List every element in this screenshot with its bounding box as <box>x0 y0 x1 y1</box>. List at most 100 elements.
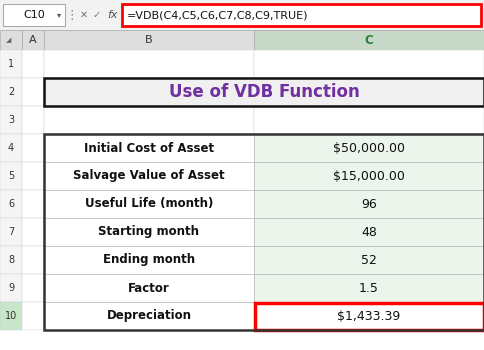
Bar <box>44 162 254 190</box>
Bar <box>255 302 484 329</box>
Bar <box>44 218 254 246</box>
Bar <box>0 0 484 30</box>
Bar <box>44 246 254 274</box>
Text: ⋮: ⋮ <box>66 8 78 21</box>
Text: $15,000.00: $15,000.00 <box>333 169 405 182</box>
Text: Salvage Value of Asset: Salvage Value of Asset <box>73 169 225 182</box>
Bar <box>0 78 22 106</box>
Text: 8: 8 <box>8 255 14 265</box>
Text: Initial Cost of Asset: Initial Cost of Asset <box>84 141 214 154</box>
Text: Useful Life (month): Useful Life (month) <box>85 197 213 210</box>
Bar <box>0 190 22 218</box>
Bar <box>254 190 484 218</box>
Bar <box>254 50 484 78</box>
Bar <box>254 106 484 134</box>
Text: 1.5: 1.5 <box>359 281 379 294</box>
Bar <box>0 162 22 190</box>
Bar <box>22 246 44 274</box>
Bar <box>254 302 484 330</box>
Bar <box>22 162 44 190</box>
Bar <box>44 50 254 78</box>
Bar <box>254 190 484 218</box>
Text: 10: 10 <box>5 311 17 321</box>
Bar <box>22 134 44 162</box>
Bar <box>44 134 254 162</box>
Bar <box>254 134 484 162</box>
Bar <box>22 50 44 78</box>
Bar <box>44 78 254 106</box>
Text: Use of VDB Function: Use of VDB Function <box>168 83 360 101</box>
Bar <box>254 78 484 106</box>
Bar <box>44 302 254 330</box>
Bar <box>44 190 254 218</box>
Text: $50,000.00: $50,000.00 <box>333 141 405 154</box>
Bar <box>254 134 484 162</box>
Bar <box>44 274 254 302</box>
Text: $1,433.39: $1,433.39 <box>337 309 401 322</box>
Bar <box>0 246 22 274</box>
Bar <box>0 218 22 246</box>
Bar <box>44 106 254 134</box>
Bar <box>44 218 254 246</box>
Text: B: B <box>145 35 153 45</box>
Bar <box>0 50 22 78</box>
Text: C10: C10 <box>23 10 45 20</box>
Text: ✕: ✕ <box>80 10 88 20</box>
Text: ▾: ▾ <box>57 10 61 20</box>
Text: 96: 96 <box>361 197 377 210</box>
Bar <box>254 30 484 50</box>
Text: 7: 7 <box>8 227 14 237</box>
Bar <box>254 302 484 330</box>
Bar <box>22 190 44 218</box>
Bar <box>0 302 22 330</box>
Text: 9: 9 <box>8 283 14 293</box>
Bar <box>44 30 254 50</box>
Bar <box>22 30 44 50</box>
Bar <box>44 246 254 274</box>
Text: Starting month: Starting month <box>99 225 199 238</box>
Bar <box>254 218 484 246</box>
Bar <box>0 274 22 302</box>
Text: 1: 1 <box>8 59 14 69</box>
Bar <box>254 246 484 274</box>
Bar <box>22 302 44 330</box>
Bar <box>254 274 484 302</box>
Bar <box>254 162 484 190</box>
Bar <box>254 274 484 302</box>
Bar <box>0 30 22 50</box>
Bar <box>44 190 254 218</box>
Bar <box>254 162 484 190</box>
Bar <box>44 274 254 302</box>
Text: 6: 6 <box>8 199 14 209</box>
Text: =VDB(C4,C5,C6,C7,C8,C9,TRUE): =VDB(C4,C5,C6,C7,C8,C9,TRUE) <box>127 10 308 20</box>
Text: 5: 5 <box>8 171 14 181</box>
Bar <box>254 218 484 246</box>
Bar <box>44 134 254 162</box>
Text: fx: fx <box>107 10 117 20</box>
Bar <box>122 4 481 26</box>
Bar <box>44 78 484 106</box>
Bar <box>44 134 484 330</box>
Bar <box>0 106 22 134</box>
Text: Factor: Factor <box>128 281 170 294</box>
Text: ◢: ◢ <box>6 37 12 43</box>
Text: A: A <box>29 35 37 45</box>
Text: ✓: ✓ <box>93 10 101 20</box>
Bar <box>3 4 65 26</box>
Text: 2: 2 <box>8 87 14 97</box>
Bar <box>44 302 254 330</box>
Text: Ending month: Ending month <box>103 253 195 266</box>
Text: Depreciation: Depreciation <box>106 309 192 322</box>
Text: 3: 3 <box>8 115 14 125</box>
Bar <box>254 246 484 274</box>
Bar <box>22 218 44 246</box>
Bar <box>22 78 44 106</box>
Text: 48: 48 <box>361 225 377 238</box>
Bar <box>22 106 44 134</box>
Bar <box>0 134 22 162</box>
Text: 4: 4 <box>8 143 14 153</box>
Bar <box>44 162 254 190</box>
Text: 52: 52 <box>361 253 377 266</box>
Text: C: C <box>364 34 373 47</box>
Bar <box>22 274 44 302</box>
